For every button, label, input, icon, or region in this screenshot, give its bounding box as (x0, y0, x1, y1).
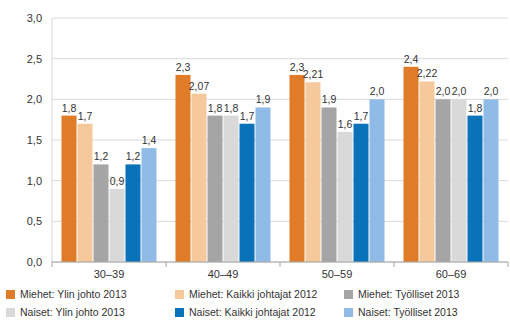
legend-label: Naiset: Työlliset 2013 (358, 306, 458, 318)
bar (126, 164, 141, 262)
data-label: 2,0 (484, 85, 499, 97)
data-label: 0,9 (110, 175, 125, 187)
bar (306, 82, 321, 262)
data-label: 2,4 (404, 53, 419, 65)
bar (420, 81, 435, 262)
bar (322, 107, 337, 262)
legend-label: Miehet: Työlliset 2013 (358, 288, 460, 300)
bar (192, 94, 207, 262)
grid (52, 18, 508, 262)
data-label: 2,0 (370, 85, 385, 97)
x-tick-label: 30–39 (94, 268, 125, 280)
bar (208, 116, 223, 262)
x-tick (280, 262, 281, 267)
data-label: 1,8 (62, 102, 77, 114)
legend-swatch (6, 308, 15, 317)
bar (354, 124, 369, 262)
y-tick-label: 1,5 (27, 134, 42, 146)
x-tick (394, 262, 395, 267)
x-tick-label: 60–69 (436, 268, 467, 280)
legend-label: Miehet: Kaikki johtajat 2012 (189, 288, 318, 300)
bar (468, 116, 483, 262)
legend: Miehet: Ylin johto 2013 Miehet: Kaikki jo… (6, 288, 460, 318)
legend-swatch (175, 290, 184, 299)
legend-swatch (344, 290, 353, 299)
bar (78, 124, 93, 262)
y-tick-label: 3,0 (27, 12, 42, 24)
bar (176, 75, 191, 262)
bar (452, 99, 467, 262)
bar (436, 99, 451, 262)
y-tick-label: 2,5 (27, 53, 42, 65)
legend-swatch (6, 290, 15, 299)
bar (370, 99, 385, 262)
bar (94, 164, 109, 262)
legend-swatch (175, 308, 184, 317)
x-tick-label: 40–49 (208, 268, 239, 280)
legend-label: Miehet: Ylin johto 2013 (20, 288, 127, 300)
x-tick-label: 50–59 (322, 268, 353, 280)
y-axis-line (52, 18, 53, 262)
bar (110, 189, 125, 262)
data-label: 2,21 (303, 68, 324, 80)
y-tick-label: 2,0 (27, 93, 42, 105)
grid-line (52, 18, 508, 19)
grid-line (52, 58, 508, 59)
data-label: 1,8 (224, 102, 239, 114)
x-tick (508, 262, 509, 267)
data-label: 1,4 (142, 134, 157, 146)
data-label: 1,8 (208, 102, 223, 114)
data-label: 1,2 (126, 150, 141, 162)
data-label: 1,6 (338, 118, 353, 130)
data-label: 1,9 (256, 93, 271, 105)
y-tick-label: 1,0 (27, 175, 42, 187)
data-label: 1,7 (78, 110, 93, 122)
y-tick-label: 0,0 (27, 256, 42, 268)
x-tick (52, 262, 53, 267)
bars (62, 67, 499, 262)
bar (484, 99, 499, 262)
data-label: 2,0 (452, 85, 467, 97)
y-tick-label: 0,5 (27, 215, 42, 227)
legend-label: Naiset: Ylin johto 2013 (20, 306, 125, 318)
data-label: 2,22 (417, 67, 438, 79)
bar (290, 75, 305, 262)
data-label: 1,9 (322, 93, 337, 105)
chart: 0,00,51,01,52,02,53,01,82,32,32,41,72,07… (0, 0, 510, 330)
data-labels: 1,82,32,32,41,72,072,212,221,21,81,92,00… (62, 53, 499, 187)
bar (240, 124, 255, 262)
data-label: 2,0 (436, 85, 451, 97)
bar (338, 132, 353, 262)
data-label: 1,8 (468, 102, 483, 114)
data-label: 1,2 (94, 150, 109, 162)
x-tick (166, 262, 167, 267)
data-label: 1,7 (354, 110, 369, 122)
legend-label: Naiset: Kaikki johtajat 2012 (189, 306, 316, 318)
bar (256, 107, 271, 262)
bar (404, 67, 419, 262)
bar (224, 116, 239, 262)
legend-swatch (344, 308, 353, 317)
bar (62, 116, 77, 262)
data-label: 1,7 (240, 110, 255, 122)
data-label: 2,07 (189, 80, 210, 92)
data-label: 2,3 (176, 61, 191, 73)
bar (142, 148, 157, 262)
